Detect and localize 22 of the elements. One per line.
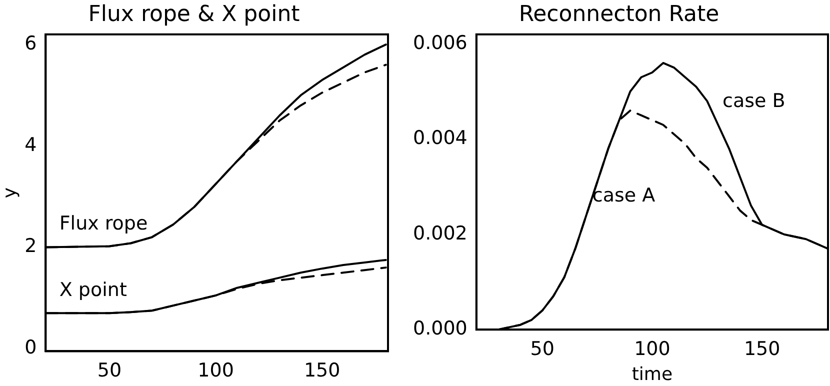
x-tick-label: 150 — [304, 360, 340, 382]
y-tick-label: 6 — [24, 32, 37, 54]
annotation: case A — [592, 184, 656, 207]
x-tick-label: 50 — [530, 338, 554, 360]
y-tick-label: 2 — [24, 235, 37, 258]
x-tick-label: 150 — [744, 338, 780, 360]
y-tick-label: 0.006 — [412, 32, 468, 54]
y-axis-title: y — [0, 187, 20, 198]
annotation: Flux rope — [59, 212, 148, 234]
x-tick-label: 50 — [97, 360, 122, 382]
y-tick-label: 0.002 — [412, 222, 468, 244]
x-tick-label: 100 — [198, 360, 234, 382]
y-tick-label: 0 — [24, 336, 37, 359]
y-tick-label: 4 — [24, 134, 37, 156]
y-tick-label: 0.004 — [412, 127, 468, 150]
chart-title: Reconnecton Rate — [518, 2, 720, 27]
chart-title: Flux rope & X point — [88, 2, 300, 27]
x-axis-title: time — [632, 364, 673, 385]
x-tick-label: 100 — [634, 338, 670, 360]
annotation: case B — [722, 90, 786, 112]
y-tick-label: 0.000 — [412, 318, 468, 340]
annotation: X point — [59, 278, 127, 301]
